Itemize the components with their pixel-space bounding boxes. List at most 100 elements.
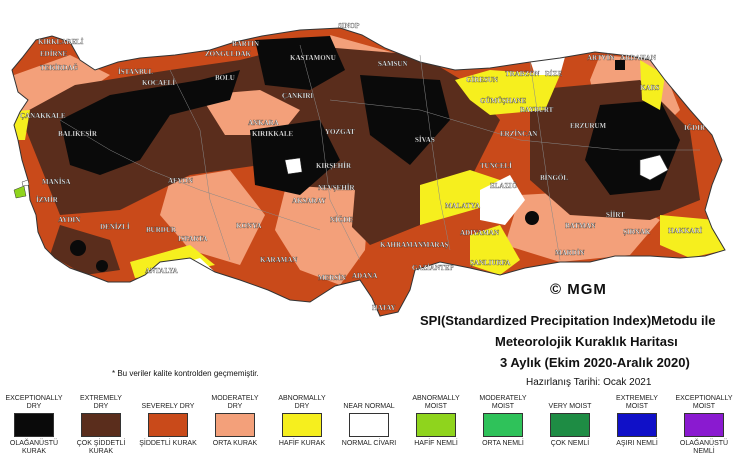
city-label: ÇANKIRI — [282, 92, 313, 100]
island-gokceada — [13, 185, 27, 199]
legend-label-tr: ÇOK ŞİDDETLİ KURAK — [76, 440, 126, 455]
city-label: HATAY — [372, 304, 396, 312]
city-label: SİİRT — [606, 211, 625, 219]
zone-moderate-inner-nigde — [285, 185, 355, 260]
city-label: KIRŞEHİR — [316, 162, 352, 170]
city-label: KONYA — [236, 222, 261, 230]
city-label: RİZE — [545, 70, 562, 78]
city-label: BARTIN — [232, 40, 259, 48]
legend-swatch — [617, 413, 657, 437]
city-label: SINOP — [338, 22, 360, 30]
city-label: KIRKLARELİ — [38, 38, 84, 46]
legend-item: EXCEPTIONALLY MOIST OLAĞANÜSTÜ NEMLİ — [675, 394, 733, 456]
province-borders — [59, 44, 700, 261]
legend-swatch — [81, 413, 121, 437]
legend-label-en: MODERATELY MOIST — [479, 395, 527, 410]
legend-label-en: EXCEPTIONALLY DRY — [5, 395, 63, 410]
legend-swatch — [215, 413, 255, 437]
city-label: ŞANLIURFA — [470, 259, 510, 267]
zone-normal-elazig — [480, 175, 525, 225]
legend-label-en: ABNORMALLY DRY — [278, 395, 326, 410]
city-label: GÜMÜŞHANE — [480, 97, 527, 105]
legend-label-tr: OLAĞANÜSTÜ KURAK — [9, 440, 59, 455]
legend-swatch — [282, 413, 322, 437]
zone-exceptional-north — [255, 36, 345, 90]
legend-swatch — [483, 413, 523, 437]
island-small — [21, 179, 30, 187]
zone-normal-rize — [530, 57, 565, 75]
city-label: TUNCELİ — [480, 162, 512, 170]
city-label: YOZGAT — [325, 128, 355, 136]
city-label: BOLU — [215, 74, 235, 82]
city-label: ZONGULDAK — [205, 50, 251, 58]
city-label: SİVAS — [415, 136, 435, 144]
city-label: DENİZLİ — [100, 223, 130, 231]
city-label: ADANA — [352, 272, 377, 280]
city-label: ERZURUM — [570, 122, 607, 130]
city-label: KOCAELİ — [142, 79, 175, 87]
legend-label-tr: AŞIRI NEMLİ — [616, 440, 658, 447]
city-label: KIRIKKALE — [252, 130, 294, 138]
city-label: EDİRNE — [40, 50, 68, 58]
zone-abnormal-north-east — [455, 70, 560, 115]
city-label: MALATYA — [445, 202, 480, 210]
zone-abnormal-canakkale — [12, 110, 30, 140]
legend-item: ABNORMALLY MOIST HAFİF NEMLİ — [407, 394, 465, 448]
zone-moderate-nw — [12, 55, 110, 120]
city-label: GİRESUN — [466, 76, 498, 84]
city-label: ANTALYA — [145, 267, 178, 275]
city-label: ÇANAKKALE — [20, 112, 66, 120]
legend-swatch — [684, 413, 724, 437]
map-period: 3 Aylık (Ekim 2020-Aralık 2020) — [500, 355, 690, 370]
zone-exceptional-west — [60, 70, 240, 175]
zone-moderate-sw — [160, 170, 265, 265]
legend-label-en: ABNORMALLY MOIST — [412, 395, 460, 410]
legend-label-en: VERY MOIST — [548, 403, 592, 410]
zone-abnormal-malatya — [420, 170, 500, 225]
legend-label-tr: ORTA KURAK — [212, 440, 258, 447]
zone-exceptional-ardahan — [615, 60, 625, 70]
legend-item: MODERATELY MOIST ORTA NEMLİ — [474, 394, 532, 448]
zone-exceptional-spot-1 — [70, 240, 86, 256]
zone-abnormal-hakkari — [660, 215, 725, 258]
city-label: ŞIRNAK — [623, 228, 651, 236]
map-subtitle: Meteorolojik Kuraklık Haritası — [495, 334, 678, 349]
legend-label-tr: ŞİDDETLİ KURAK — [139, 440, 197, 447]
city-label: AYDIN — [58, 216, 80, 224]
legend-item: MODERATELY DRY ORTA KURAK — [206, 394, 264, 448]
legend-swatch — [349, 413, 389, 437]
legend-label-tr: HAFİF NEMLİ — [414, 440, 458, 447]
city-label: ARDAHAN — [620, 54, 656, 62]
city-label: NEVŞEHİR — [318, 184, 356, 192]
mgm-logo: © MGM — [550, 281, 607, 298]
legend-label-en: SEVERELY DRY — [141, 403, 195, 410]
city-label: TEKİRDAĞ — [40, 64, 79, 72]
legend-label-en: EXTREMELY DRY — [80, 395, 122, 410]
drought-map: SINOP KIRKLARELİ EDİRNE TEKİRDAĞ İSTANBU… — [11, 22, 726, 317]
zone-exceptional-sivas — [360, 75, 450, 165]
city-label: KASTAMONU — [290, 54, 336, 62]
city-label: AFYON — [168, 177, 193, 185]
legend: EXCEPTIONALLY DRY OLAĞANÜSTÜ KURAK EXTRE… — [5, 394, 745, 466]
legend-swatch — [550, 413, 590, 437]
city-label: GAZİANTEP — [412, 264, 454, 272]
city-label: BATMAN — [565, 222, 596, 230]
zone-abnormal-urfa — [470, 225, 520, 275]
city-label: BALIKESİR — [58, 130, 98, 138]
city-label: HAKKARİ — [668, 227, 703, 235]
map-title: SPI(Standardized Precipitation Index)Met… — [420, 313, 716, 328]
city-label: MARDİN — [555, 249, 585, 257]
city-label: BAYBURT — [520, 106, 554, 114]
zone-exceptional-spot-2 — [96, 260, 108, 272]
quality-note: * Bu veriler kalite kontrolden geçmemişt… — [112, 369, 259, 378]
city-label: BURDUR — [146, 226, 177, 234]
legend-label-tr: ÇOK NEMLİ — [550, 440, 590, 447]
zone-exceptional-spot-3 — [525, 211, 539, 225]
legend-label-tr: ORTA NEMLİ — [482, 440, 524, 447]
prepared-date: Hazırlanış Tarihi: Ocak 2021 — [526, 377, 652, 388]
legend-label-en: EXCEPTIONALLY MOIST — [675, 395, 733, 410]
legend-item: EXTREMELY DRY ÇOK ŞİDDETLİ KURAK — [72, 394, 130, 456]
legend-item: EXTREMELY MOIST AŞIRI NEMLİ — [608, 394, 666, 448]
zone-exceptional-center — [250, 120, 340, 195]
city-label: BİNGÖL — [540, 174, 568, 182]
